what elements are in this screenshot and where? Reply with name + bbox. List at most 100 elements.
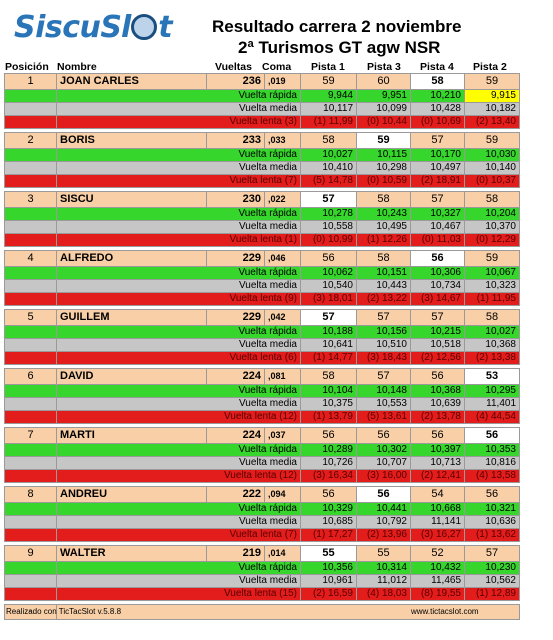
empty-position-row: - (4, 604, 520, 620)
slow-lap-value: (1) 13,79 (300, 410, 357, 424)
fast-lap-row: Vuelta rápida 10,289 10,302 10,397 10,353 (4, 443, 520, 457)
row-gap (4, 364, 520, 369)
slow-lap-value: (3) 18,43 (356, 351, 411, 365)
slow-lap-label: Vuelta lenta (7) (56, 528, 301, 542)
fast-lap-value: 9,944 (300, 89, 357, 103)
position-cell: 4 (4, 250, 57, 267)
blank-cell (4, 89, 57, 103)
driver-name: MARTI (56, 427, 207, 444)
track-laps-cell: 56 (410, 250, 465, 267)
medium-lap-value: 10,636 (464, 515, 520, 529)
fast-lap-label-text: Vuelta rápida (238, 90, 297, 102)
coma-cell: ,037 (264, 427, 301, 444)
fast-lap-value: 10,327 (410, 207, 465, 221)
footer-website-link[interactable]: www.tictacslot.com (411, 607, 479, 616)
slow-lap-value: (3) 18,01 (300, 292, 357, 306)
header-pista-1: Pista 1 (311, 61, 345, 73)
slow-lap-value: (0) 10,99 (300, 233, 357, 247)
blank-cell (4, 528, 57, 542)
medium-lap-value: 10,553 (356, 397, 411, 411)
blank-cell (4, 102, 57, 116)
driver-name: DAVID (56, 368, 207, 385)
medium-lap-value: 10,961 (300, 574, 357, 588)
position-cell: 1 (4, 73, 57, 90)
header-pista-2: Pista 2 (473, 61, 507, 73)
slow-lap-value: (1) 13,62 (464, 528, 520, 542)
slow-lap-count: (15) (279, 588, 297, 600)
medium-lap-label-text: Vuelta media (239, 221, 297, 233)
row-gap (4, 305, 520, 310)
siscuslot-logo: SiscuSl t (14, 10, 173, 45)
medium-lap-label: Vuelta media (56, 456, 301, 470)
position-cell: 3 (4, 191, 57, 208)
slow-lap-label-text: Vuelta lenta (229, 175, 282, 187)
medium-lap-value: 10,726 (300, 456, 357, 470)
slow-lap-value: (3) 14,67 (410, 292, 465, 306)
medium-lap-label-text: Vuelta media (239, 575, 297, 587)
fast-lap-value: 10,230 (464, 561, 520, 575)
slow-lap-value: (4) 18,03 (356, 587, 411, 601)
medium-lap-row: Vuelta media 10,961 11,012 11,465 10,562 (4, 574, 520, 588)
slow-lap-label-text: Vuelta lenta (223, 411, 277, 423)
driver-name: ANDREU (56, 486, 207, 503)
driver-row: 4 ALFREDO 229,046 56 58 56 59 (4, 250, 520, 267)
medium-lap-value: 10,370 (464, 220, 520, 234)
fast-lap-label-text: Vuelta rápida (238, 562, 297, 574)
fast-lap-value: 10,027 (464, 325, 520, 339)
fast-lap-value: 9,915 (464, 89, 520, 103)
medium-lap-value: 10,182 (464, 102, 520, 116)
blank-cell (4, 410, 57, 424)
slow-lap-row: Vuelta lenta (6) (1) 14,77 (3) 18,43 (2) 12… (4, 351, 520, 365)
blank-cell (4, 148, 57, 162)
slow-lap-value: (2) 12,41 (410, 469, 465, 483)
medium-lap-row: Vuelta media 10,117 10,099 10,428 10,182 (4, 102, 520, 116)
medium-lap-label-text: Vuelta media (239, 339, 297, 351)
driver-row: 3 SISCU 230,022 57 58 57 58 (4, 191, 520, 208)
blank-cell (4, 561, 57, 575)
driver-row: 5 GUILLEM 229,042 57 57 57 58 (4, 309, 520, 326)
blank-cell (4, 220, 57, 234)
blank-cell (4, 351, 57, 365)
track-laps-cell: 56 (356, 486, 411, 503)
driver-name: ALFREDO (56, 250, 207, 267)
track-laps-cell: 58 (356, 250, 411, 267)
medium-lap-value: 10,323 (464, 279, 520, 293)
blank-cell (4, 587, 57, 601)
fast-lap-label: Vuelta rápida (56, 148, 301, 162)
driver-name: WALTER (56, 545, 207, 562)
fast-lap-value: 10,188 (300, 325, 357, 339)
fast-lap-label-text: Vuelta rápida (238, 444, 297, 456)
slow-lap-value: (0) 10,59 (356, 174, 411, 188)
fast-lap-value: 10,156 (356, 325, 411, 339)
fast-lap-label: Vuelta rápida (56, 266, 301, 280)
position-cell: 7 (4, 427, 57, 444)
driver-row: 7 MARTI 224,037 56 56 56 56 (4, 427, 520, 444)
blank-cell (4, 443, 57, 457)
fast-lap-row: Vuelta rápida 10,278 10,243 10,327 10,204 (4, 207, 520, 221)
coma-cell: ,094 (264, 486, 301, 503)
slow-lap-value: (2) 13,40 (464, 115, 520, 129)
slow-lap-value: (2) 13,78 (410, 410, 465, 424)
fast-lap-value: 10,030 (464, 148, 520, 162)
gap-cell (4, 482, 520, 487)
medium-lap-value: 10,368 (464, 338, 520, 352)
header-pista-3: Pista 3 (367, 61, 401, 73)
header-posicion: Posición (5, 61, 49, 73)
slow-lap-label-text: Vuelta lenta (223, 470, 277, 482)
fast-lap-value: 10,027 (300, 148, 357, 162)
medium-lap-value: 10,117 (300, 102, 357, 116)
medium-lap-row: Vuelta media 10,641 10,510 10,518 10,368 (4, 338, 520, 352)
blank-cell (4, 515, 57, 529)
fast-lap-label: Vuelta rápida (56, 89, 301, 103)
slow-lap-value: (0) 10,69 (410, 115, 465, 129)
slow-lap-label: Vuelta lenta (12) (56, 410, 301, 424)
fast-lap-label: Vuelta rápida (56, 561, 301, 575)
medium-lap-label: Vuelta media (56, 397, 301, 411)
driver-row: 9 WALTER 219,014 55 55 52 57 (4, 545, 520, 562)
track-laps-cell: 57 (356, 368, 411, 385)
fast-lap-label-text: Vuelta rápida (238, 208, 297, 220)
medium-lap-value: 10,497 (410, 161, 465, 175)
slow-lap-label: Vuelta lenta (12) (56, 469, 301, 483)
position-cell: 2 (4, 132, 57, 149)
slow-lap-value: (2) 12,56 (410, 351, 465, 365)
